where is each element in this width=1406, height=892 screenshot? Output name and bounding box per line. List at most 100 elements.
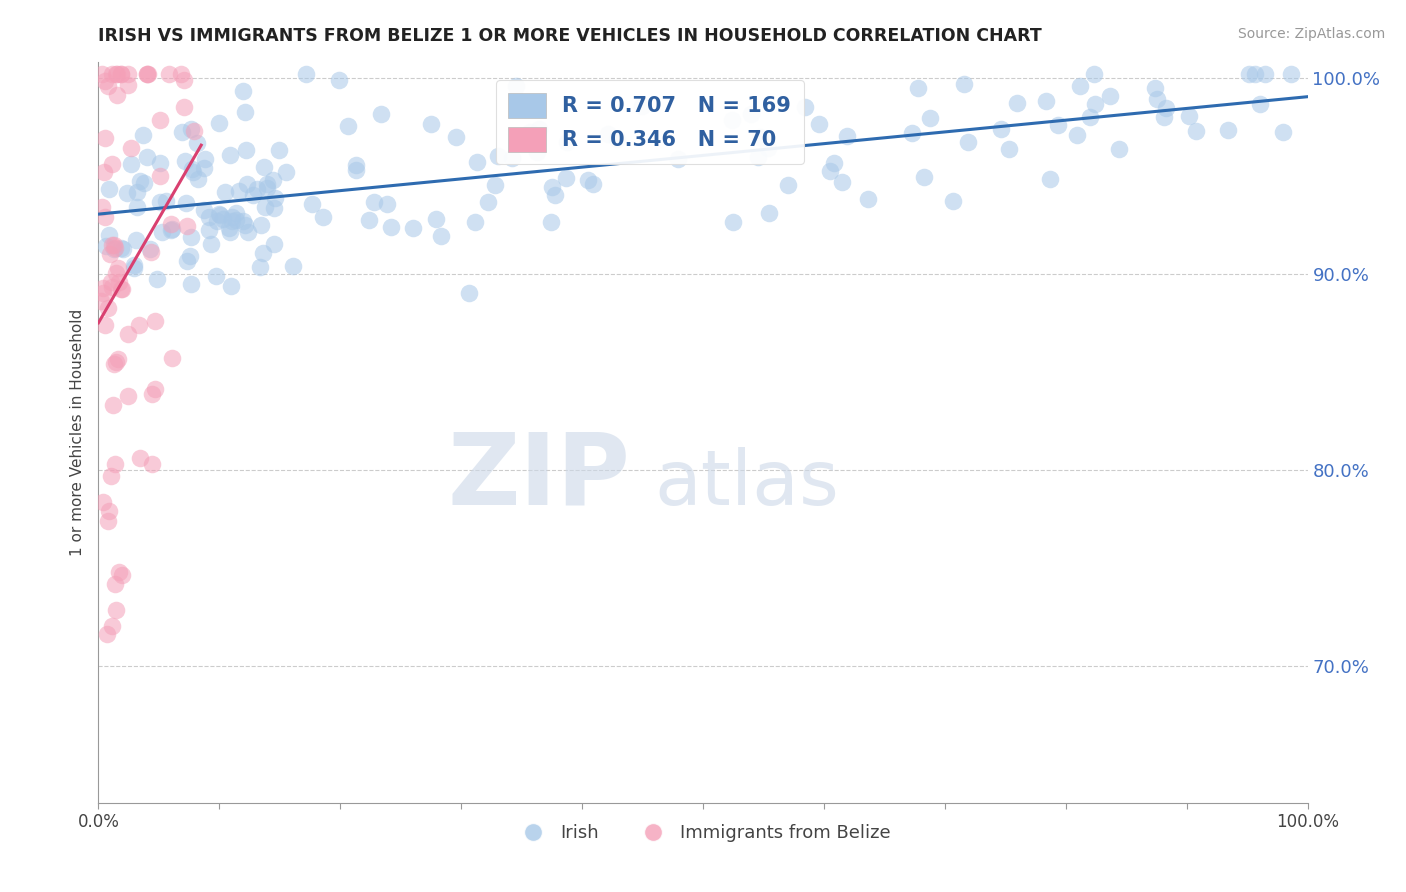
Point — [170, 67, 193, 81]
Point — [370, 107, 392, 121]
Point — [100, 280, 122, 294]
Point — [120, 157, 142, 171]
Point — [256, 181, 278, 195]
Point — [194, 152, 217, 166]
Point — [198, 210, 221, 224]
Point — [301, 197, 323, 211]
Point — [252, 246, 274, 260]
Point — [186, 136, 208, 150]
Point — [93, 165, 115, 179]
Point — [337, 119, 360, 133]
Point — [228, 184, 250, 198]
Point — [1078, 110, 1101, 124]
Point — [160, 351, 183, 365]
Point — [747, 151, 769, 165]
Point — [141, 245, 163, 260]
Point — [101, 398, 124, 412]
Point — [204, 268, 226, 283]
Point — [159, 223, 181, 237]
Point — [998, 143, 1021, 157]
Point — [606, 131, 628, 145]
Point — [180, 121, 202, 136]
Point — [193, 161, 215, 175]
Point — [103, 237, 125, 252]
Point — [295, 67, 318, 81]
Point — [631, 99, 654, 113]
Point — [250, 219, 273, 233]
Point — [94, 239, 117, 253]
Point — [91, 281, 114, 295]
Point — [141, 386, 163, 401]
Point — [183, 124, 205, 138]
Point — [505, 79, 527, 94]
Point — [125, 185, 148, 199]
Point — [1035, 94, 1057, 108]
Text: Source: ZipAtlas.com: Source: ZipAtlas.com — [1237, 27, 1385, 41]
Point — [1237, 67, 1260, 81]
Point — [111, 568, 134, 582]
Point — [328, 73, 350, 87]
Point — [159, 67, 181, 81]
Point — [526, 145, 548, 160]
Point — [344, 158, 367, 172]
Point — [218, 225, 240, 239]
Point — [554, 171, 576, 186]
Point — [93, 211, 115, 225]
Point — [93, 74, 115, 88]
Point — [135, 67, 157, 81]
Point — [97, 182, 120, 196]
Point — [143, 314, 166, 328]
Point — [208, 207, 231, 221]
Point — [1216, 123, 1239, 137]
Point — [98, 247, 121, 261]
Point — [312, 210, 335, 224]
Point — [212, 211, 235, 226]
Point — [110, 67, 132, 81]
Point — [117, 389, 139, 403]
Point — [1069, 78, 1091, 93]
Point — [263, 201, 285, 215]
Point — [721, 112, 744, 127]
Point — [105, 88, 128, 103]
Point — [957, 135, 980, 149]
Point — [858, 193, 880, 207]
Point — [146, 272, 169, 286]
Point — [1153, 111, 1175, 125]
Point — [214, 185, 236, 199]
Point — [139, 242, 162, 256]
Point — [129, 450, 152, 465]
Point — [125, 233, 148, 247]
Point — [128, 318, 150, 333]
Point — [465, 155, 488, 169]
Point — [104, 355, 127, 369]
Point — [1156, 102, 1178, 116]
Point — [174, 153, 197, 168]
Point — [233, 219, 256, 233]
Point — [555, 135, 578, 149]
Point — [208, 115, 231, 129]
Text: IRISH VS IMMIGRANTS FROM BELIZE 1 OR MORE VEHICLES IN HOUSEHOLD CORRELATION CHAR: IRISH VS IMMIGRANTS FROM BELIZE 1 OR MOR… — [98, 27, 1042, 45]
Point — [907, 81, 929, 95]
Point — [901, 126, 924, 140]
Point — [232, 84, 254, 98]
Point — [93, 130, 115, 145]
Point — [253, 201, 276, 215]
Point — [149, 169, 172, 184]
Point — [110, 282, 132, 296]
Point — [170, 125, 193, 139]
Point — [110, 242, 132, 256]
Point — [380, 219, 402, 234]
Point — [94, 318, 117, 332]
Point — [1146, 92, 1168, 106]
Point — [176, 219, 198, 233]
Point — [141, 458, 163, 472]
Point — [98, 504, 121, 518]
Point — [104, 266, 127, 280]
Point — [823, 156, 845, 170]
Point — [122, 260, 145, 275]
Point — [256, 177, 278, 191]
Point — [430, 229, 453, 244]
Point — [96, 627, 118, 641]
Point — [107, 261, 129, 276]
Point — [598, 128, 620, 142]
